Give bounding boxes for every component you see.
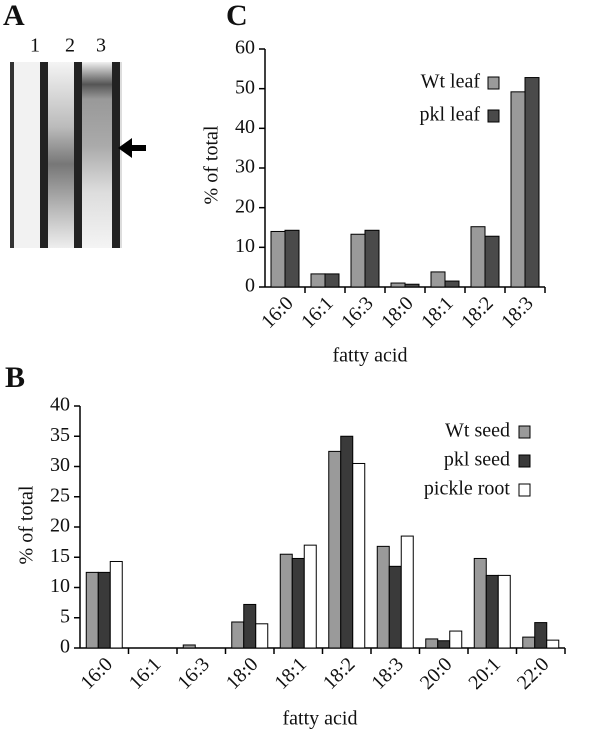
x-tick-label: 18:2 — [319, 653, 360, 694]
y-tick-label: 15 — [50, 545, 70, 567]
y-axis-label: % of total — [16, 485, 38, 564]
x-tick-label: 18:3 — [497, 292, 538, 333]
y-tick-label: 10 — [235, 235, 255, 257]
lane-label: 3 — [96, 35, 106, 57]
x-tick-label: 18:1 — [417, 292, 458, 333]
bar — [485, 574, 499, 649]
bar — [303, 544, 317, 649]
bar — [97, 571, 111, 649]
bar — [350, 233, 366, 288]
x-tick-label: 16:1 — [125, 653, 166, 694]
bar — [473, 557, 487, 649]
bar — [497, 574, 511, 649]
lane-label: 1 — [30, 35, 40, 57]
bar — [182, 644, 196, 649]
bar — [85, 571, 99, 649]
x-tick-label: 16:1 — [297, 292, 338, 333]
y-tick-label: 5 — [60, 605, 70, 627]
y-axis-label: % of total — [201, 125, 223, 204]
x-tick-label: 16:0 — [257, 292, 298, 333]
bar — [388, 565, 402, 649]
bar — [352, 462, 366, 649]
bar — [284, 229, 300, 288]
bar — [437, 640, 451, 649]
bar — [270, 230, 286, 288]
y-tick-label: 0 — [245, 275, 255, 297]
x-tick-label: 22:0 — [513, 653, 554, 694]
legend-label: pkl seed — [444, 449, 510, 471]
y-tick-label: 0 — [60, 636, 70, 658]
legend-label: Wt seed — [445, 420, 510, 442]
bar — [231, 621, 245, 649]
bar — [524, 77, 540, 288]
bar — [324, 273, 340, 288]
bar — [484, 235, 500, 288]
bar — [328, 450, 342, 649]
x-tick-label: 18:0 — [377, 292, 418, 333]
legend-swatch — [487, 76, 500, 90]
bar — [310, 273, 326, 288]
panel-label: C — [226, 0, 248, 32]
y-tick-label: 50 — [235, 76, 255, 98]
bar — [340, 435, 354, 649]
x-tick-label: 18:1 — [270, 653, 311, 694]
x-tick-label: 20:1 — [464, 653, 505, 694]
x-axis-label: fatty acid — [333, 345, 408, 367]
y-tick-label: 40 — [50, 394, 70, 416]
bar — [470, 226, 486, 288]
panel-label: B — [5, 361, 25, 394]
legend-swatch — [487, 109, 500, 123]
lane-label: 2 — [65, 35, 75, 57]
bar — [255, 623, 269, 649]
bar — [534, 622, 548, 649]
legend-swatch — [518, 425, 531, 439]
gel — [10, 62, 146, 248]
y-tick-label: 30 — [235, 156, 255, 178]
y-tick-label: 35 — [50, 424, 70, 446]
x-tick-label: 16:0 — [76, 653, 117, 694]
bar — [291, 557, 305, 649]
x-tick-label: 20:0 — [416, 653, 457, 694]
x-axis-label: fatty acid — [283, 708, 358, 730]
bar — [546, 639, 560, 649]
y-tick-label: 20 — [235, 195, 255, 217]
bar — [404, 283, 420, 288]
bar — [444, 280, 460, 288]
legend-label: Wt leaf — [421, 71, 481, 93]
bar — [390, 282, 406, 288]
y-tick-label: 60 — [235, 37, 255, 59]
bar — [449, 630, 463, 649]
legend-label: pkl leaf — [419, 104, 480, 126]
bar — [430, 271, 446, 288]
legend-label: pickle root — [424, 478, 511, 500]
bar — [279, 553, 293, 649]
bar — [510, 91, 526, 288]
bar — [376, 545, 390, 649]
y-tick-label: 30 — [50, 454, 70, 476]
bar — [243, 603, 257, 649]
x-tick-label: 16:3 — [173, 653, 214, 694]
y-tick-label: 20 — [50, 515, 70, 537]
bar — [522, 636, 536, 649]
bar — [364, 229, 380, 288]
x-tick-label: 18:2 — [457, 292, 498, 333]
y-tick-label: 10 — [50, 575, 70, 597]
y-tick-label: 40 — [235, 116, 255, 138]
legend-swatch — [518, 454, 531, 468]
bar — [425, 638, 439, 649]
x-tick-label: 16:3 — [337, 292, 378, 333]
panel-label: A — [3, 0, 25, 32]
x-tick-label: 18:3 — [367, 653, 408, 694]
bar — [109, 560, 123, 649]
legend-swatch — [518, 483, 531, 497]
x-tick-label: 18:0 — [222, 653, 263, 694]
bar — [400, 535, 414, 649]
y-tick-label: 25 — [50, 484, 70, 506]
